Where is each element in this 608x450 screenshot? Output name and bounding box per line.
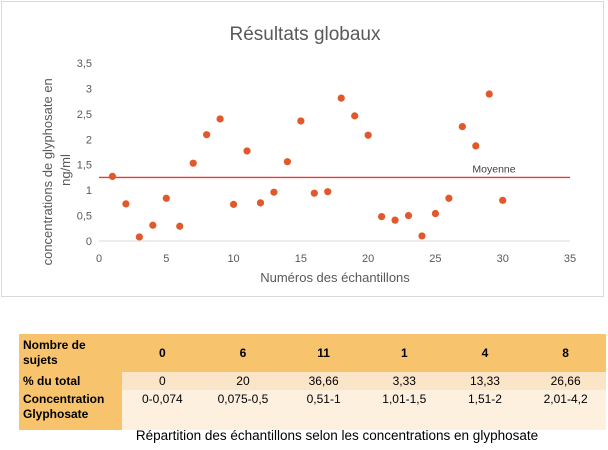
x-axis-label: Numéros des échantillons xyxy=(260,270,410,285)
data-point xyxy=(229,200,238,208)
scatter-chart: Résultats globaux Numéros des échantillo… xyxy=(40,24,576,285)
data-point xyxy=(243,147,251,155)
y-axis-label-line-1: concentrations de glyphosate en xyxy=(40,78,55,265)
data-point xyxy=(472,142,480,150)
table-cell: 1 xyxy=(363,334,445,372)
data-point xyxy=(324,188,332,196)
data-point xyxy=(108,172,117,181)
table-cell: 20 xyxy=(202,372,284,390)
chart-frame: Résultats globaux Numéros des échantillo… xyxy=(1,1,604,297)
data-point xyxy=(337,94,345,102)
row-header: Concentration Glyphosate xyxy=(19,390,122,430)
data-point xyxy=(216,115,224,123)
x-tick-label: 15 xyxy=(295,253,307,265)
y-tick-label: 2 xyxy=(86,134,92,146)
data-point xyxy=(378,212,386,221)
data-point xyxy=(297,117,305,125)
row-header: % du total xyxy=(19,372,122,390)
x-tick-labels: 0 5 10 15 20 25 30 35 xyxy=(96,253,576,265)
table-cell: 0,075-0,5 xyxy=(202,390,284,430)
y-tick-label: 0 xyxy=(86,236,92,248)
data-point xyxy=(162,194,170,202)
data-point xyxy=(485,90,493,98)
chart-title: Résultats globaux xyxy=(229,24,381,45)
x-tick-label: 5 xyxy=(163,253,169,265)
data-point xyxy=(270,188,278,196)
data-point xyxy=(431,209,440,218)
table-cell: 8 xyxy=(525,334,606,372)
data-point xyxy=(391,216,399,224)
data-point xyxy=(203,131,211,139)
x-tick-label: 10 xyxy=(227,253,239,265)
table-cell: 1,01-1,5 xyxy=(363,390,445,430)
data-point xyxy=(418,232,426,240)
table-cell: 13,33 xyxy=(444,372,526,390)
x-tick-label: 35 xyxy=(564,253,576,265)
row-header: Nombre de sujets xyxy=(19,334,122,372)
table-cell: 1,51-2 xyxy=(444,390,526,430)
data-point xyxy=(256,199,265,207)
y-tick-label: 3 xyxy=(86,83,92,95)
table-row: Concentration Glyphosate 0-0,074 0,075-0… xyxy=(19,390,606,430)
table-caption: Répartition des échantillons selon les c… xyxy=(135,428,539,443)
y-tick-labels: 0 0,5 1 1,5 2 2,5 3 3,5 xyxy=(77,58,92,248)
mean-reference-label: Moyenne xyxy=(472,163,515,175)
data-point xyxy=(310,189,318,197)
x-tick-label: 0 xyxy=(96,253,102,265)
y-axis-label: concentrations de glyphosate en ng/ml xyxy=(40,75,73,266)
table-cell: 36,66 xyxy=(283,372,364,390)
data-point xyxy=(404,211,413,220)
y-tick-label: 1 xyxy=(86,185,92,197)
y-tick-label: 1,5 xyxy=(77,160,92,172)
x-tick-label: 25 xyxy=(429,253,441,265)
data-point xyxy=(176,222,184,230)
y-tick-label: 2,5 xyxy=(77,109,92,121)
table-cell: 26,66 xyxy=(525,372,606,390)
table-cell: 0-0,074 xyxy=(122,390,203,430)
table-cell: 4 xyxy=(444,334,526,372)
data-point xyxy=(189,159,197,167)
table-cell: 11 xyxy=(283,334,364,372)
data-point xyxy=(283,158,291,166)
data-point xyxy=(499,196,507,204)
table-cell: 2,01-4,2 xyxy=(525,390,606,430)
data-point xyxy=(458,122,466,131)
data-points xyxy=(108,90,507,241)
data-point xyxy=(135,233,143,241)
data-point xyxy=(351,112,359,120)
table-row: % du total 0 20 36,66 3,33 13,33 26,66 xyxy=(19,372,606,390)
y-tick-label: 0,5 xyxy=(77,211,92,223)
y-axis-label-line-2: ng/ml xyxy=(58,154,73,186)
table-cell: 0 xyxy=(122,372,203,390)
x-tick-label: 20 xyxy=(362,253,374,265)
data-point xyxy=(122,200,130,208)
distribution-table: Nombre de sujets 0 6 11 1 4 8 % du total… xyxy=(19,334,606,430)
x-tick-label: 30 xyxy=(497,253,509,265)
data-point xyxy=(364,131,372,139)
table-row: Nombre de sujets 0 6 11 1 4 8 xyxy=(19,334,606,372)
table-cell: 0 xyxy=(122,334,203,372)
y-tick-label: 3,5 xyxy=(77,58,92,70)
data-point xyxy=(149,221,157,229)
table-cell: 0,51-1 xyxy=(283,390,364,430)
table-cell: 3,33 xyxy=(363,372,445,390)
table-cell: 6 xyxy=(202,334,284,372)
data-point xyxy=(445,194,453,202)
